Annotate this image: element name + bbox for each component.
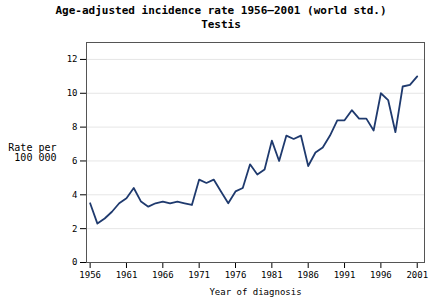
svg-text:10: 10 <box>67 88 78 98</box>
svg-text:1966: 1966 <box>152 270 174 280</box>
html-text:Age-adjusted incidence rate 19: Age-adjusted incidence rate 1956–2001 (w… <box>55 4 387 17</box>
svg-text:2: 2 <box>72 224 77 234</box>
svg-text:4: 4 <box>72 190 77 200</box>
svg-text:1976: 1976 <box>225 270 247 280</box>
svg-text:2001: 2001 <box>406 270 428 280</box>
svg-text:12: 12 <box>67 54 78 64</box>
svg-text:Year of diagnosis: Year of diagnosis <box>209 287 301 297</box>
svg-text:1961: 1961 <box>116 270 138 280</box>
svg-text:Rate per100 000: Rate per100 000 <box>8 142 56 163</box>
svg-text:1986: 1986 <box>297 270 319 280</box>
svg-text:6: 6 <box>72 156 77 166</box>
svg-text:0: 0 <box>72 257 77 267</box>
svg-text:1991: 1991 <box>334 270 356 280</box>
svg-text:1996: 1996 <box>370 270 392 280</box>
svg-text:8: 8 <box>72 122 77 132</box>
svg-text:1971: 1971 <box>188 270 210 280</box>
html-text:Testis: Testis <box>201 18 241 31</box>
svg-text:1981: 1981 <box>261 270 283 280</box>
svg-text:1956: 1956 <box>79 270 101 280</box>
